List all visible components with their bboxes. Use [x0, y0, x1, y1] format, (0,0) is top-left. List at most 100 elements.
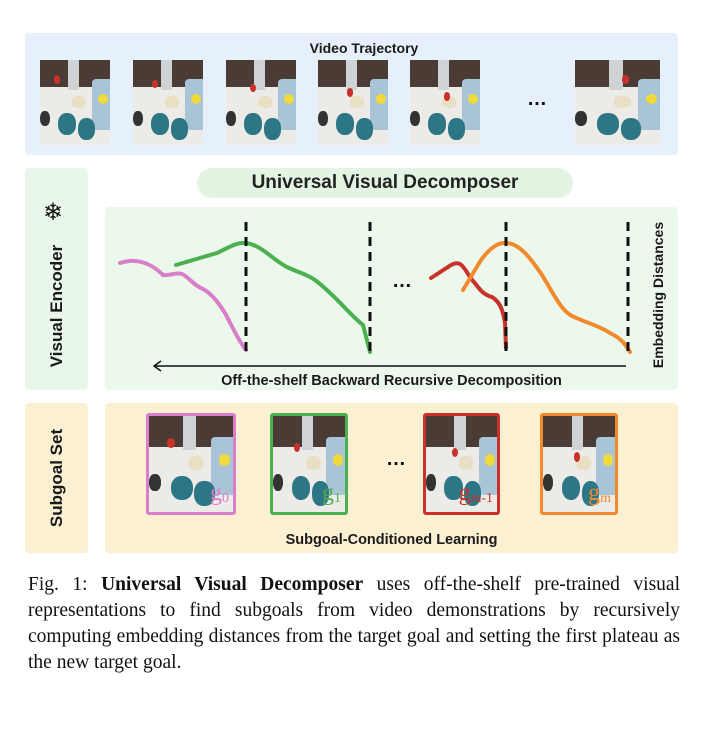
backward-decomposition-label: Off-the-shelf Backward Recursive Decompo… — [221, 373, 562, 389]
figure-caption: Fig. 1: Universal Visual Decomposer uses… — [28, 572, 680, 676]
scene-mug — [226, 111, 236, 127]
scene-robot — [609, 60, 623, 90]
subgoal-set-label: Subgoal Set — [46, 428, 66, 528]
scene-robot — [301, 416, 314, 450]
scene-mug — [464, 481, 482, 507]
subgoal-label: gm-1 — [458, 480, 493, 512]
scene-red — [451, 447, 458, 458]
ellipsis: … — [392, 270, 413, 292]
scene-mug — [620, 117, 642, 140]
video-frame — [226, 60, 296, 145]
subgoal-symbol: g — [210, 480, 222, 506]
scene-mug — [597, 112, 620, 135]
scene-mug — [263, 117, 281, 140]
scene-red — [54, 75, 61, 84]
ellipsis: … — [386, 448, 407, 470]
caption-text: uses off-the-shelf pre-trained visual re… — [28, 574, 680, 673]
scene-red — [346, 88, 353, 97]
scene-app — [277, 78, 296, 130]
subgoal-label: gm — [588, 480, 611, 512]
scene-mug — [355, 117, 373, 140]
backward-arrow — [152, 360, 626, 372]
scene-red — [249, 83, 257, 93]
video-frame — [410, 60, 480, 145]
caption-prefix: Fig. 1: — [28, 574, 102, 595]
orange-curve-dashed — [461, 258, 483, 292]
scene-bowl — [187, 456, 205, 470]
scene-robot — [68, 60, 80, 90]
scene-bowl — [165, 95, 180, 108]
scene-mug — [133, 111, 143, 127]
red-curve-dashed — [429, 265, 450, 280]
subgoal-symbol: g — [322, 480, 334, 506]
scene-app — [461, 78, 480, 130]
scene-mug — [575, 111, 587, 127]
scene-robot — [161, 60, 173, 90]
scene-mug — [170, 475, 193, 501]
ellipsis: … — [527, 88, 548, 110]
subgoal-index: m — [600, 491, 611, 506]
scene-app — [91, 78, 110, 130]
scene-yel — [376, 94, 386, 105]
scene-yel — [284, 94, 294, 105]
scene-mug — [40, 111, 50, 127]
scene-robot — [571, 416, 584, 450]
scene-app — [369, 78, 388, 130]
scene-bowl — [614, 95, 632, 108]
subgoal-set-panel: Subgoal Set — [25, 403, 88, 553]
scene-bowl — [458, 456, 473, 470]
scene-mug — [447, 117, 465, 140]
scene-mug — [444, 475, 463, 501]
scene-mug — [244, 112, 263, 135]
scene-bowl — [576, 456, 591, 470]
visual-encoder-panel: ❄ Visual Encoder — [25, 168, 88, 390]
scene-app — [326, 437, 345, 495]
scene-mug — [581, 481, 600, 507]
scene-robot — [346, 60, 358, 90]
scene-mug — [151, 112, 170, 135]
scene-app — [637, 78, 660, 130]
snowflake-icon: ❄ — [43, 199, 64, 226]
scene-yel — [484, 454, 495, 466]
subgoal-label: g1 — [322, 480, 341, 512]
decomposer-title: Universal Visual Decomposer — [197, 168, 573, 198]
scene-red — [443, 92, 450, 101]
scene-app — [184, 78, 203, 130]
scene-mug — [194, 481, 215, 507]
scene-yel — [218, 454, 231, 466]
scene-yel — [602, 454, 613, 466]
video-frame — [575, 60, 660, 145]
scene-app — [211, 437, 233, 495]
scene-bowl — [258, 95, 273, 108]
subgoal-frame-gm-1: gm-1 — [423, 413, 500, 515]
scene-mug — [291, 475, 311, 501]
subgoal-symbol: g — [588, 480, 601, 506]
scene-yel — [332, 454, 343, 466]
scene-yel — [191, 94, 201, 105]
scene-red — [151, 79, 159, 89]
subgoal-index: 0 — [222, 491, 229, 506]
scene-bowl — [442, 95, 457, 108]
subgoal-label: g0 — [210, 480, 229, 512]
scene-yel — [645, 94, 658, 105]
decomposition-panel — [105, 207, 678, 390]
scene-bowl — [306, 456, 321, 470]
scene-robot — [182, 416, 197, 450]
scene-yel — [468, 94, 478, 105]
pink-curve-dashed — [118, 258, 165, 277]
subgoal-symbol: g — [458, 480, 471, 506]
subgoal-frame-g0: g0 — [146, 413, 236, 515]
scene-robot — [454, 416, 466, 450]
scene-red — [167, 438, 176, 448]
orange-curve — [479, 240, 632, 354]
scene-red — [621, 75, 630, 84]
scene-mug — [543, 473, 554, 491]
video-frame — [40, 60, 110, 145]
scene-app — [478, 437, 497, 495]
scene-bowl — [72, 95, 87, 108]
scene-mug — [410, 111, 420, 127]
scene-mug — [77, 117, 95, 140]
green-curve — [215, 240, 372, 354]
scene-robot — [254, 60, 266, 90]
